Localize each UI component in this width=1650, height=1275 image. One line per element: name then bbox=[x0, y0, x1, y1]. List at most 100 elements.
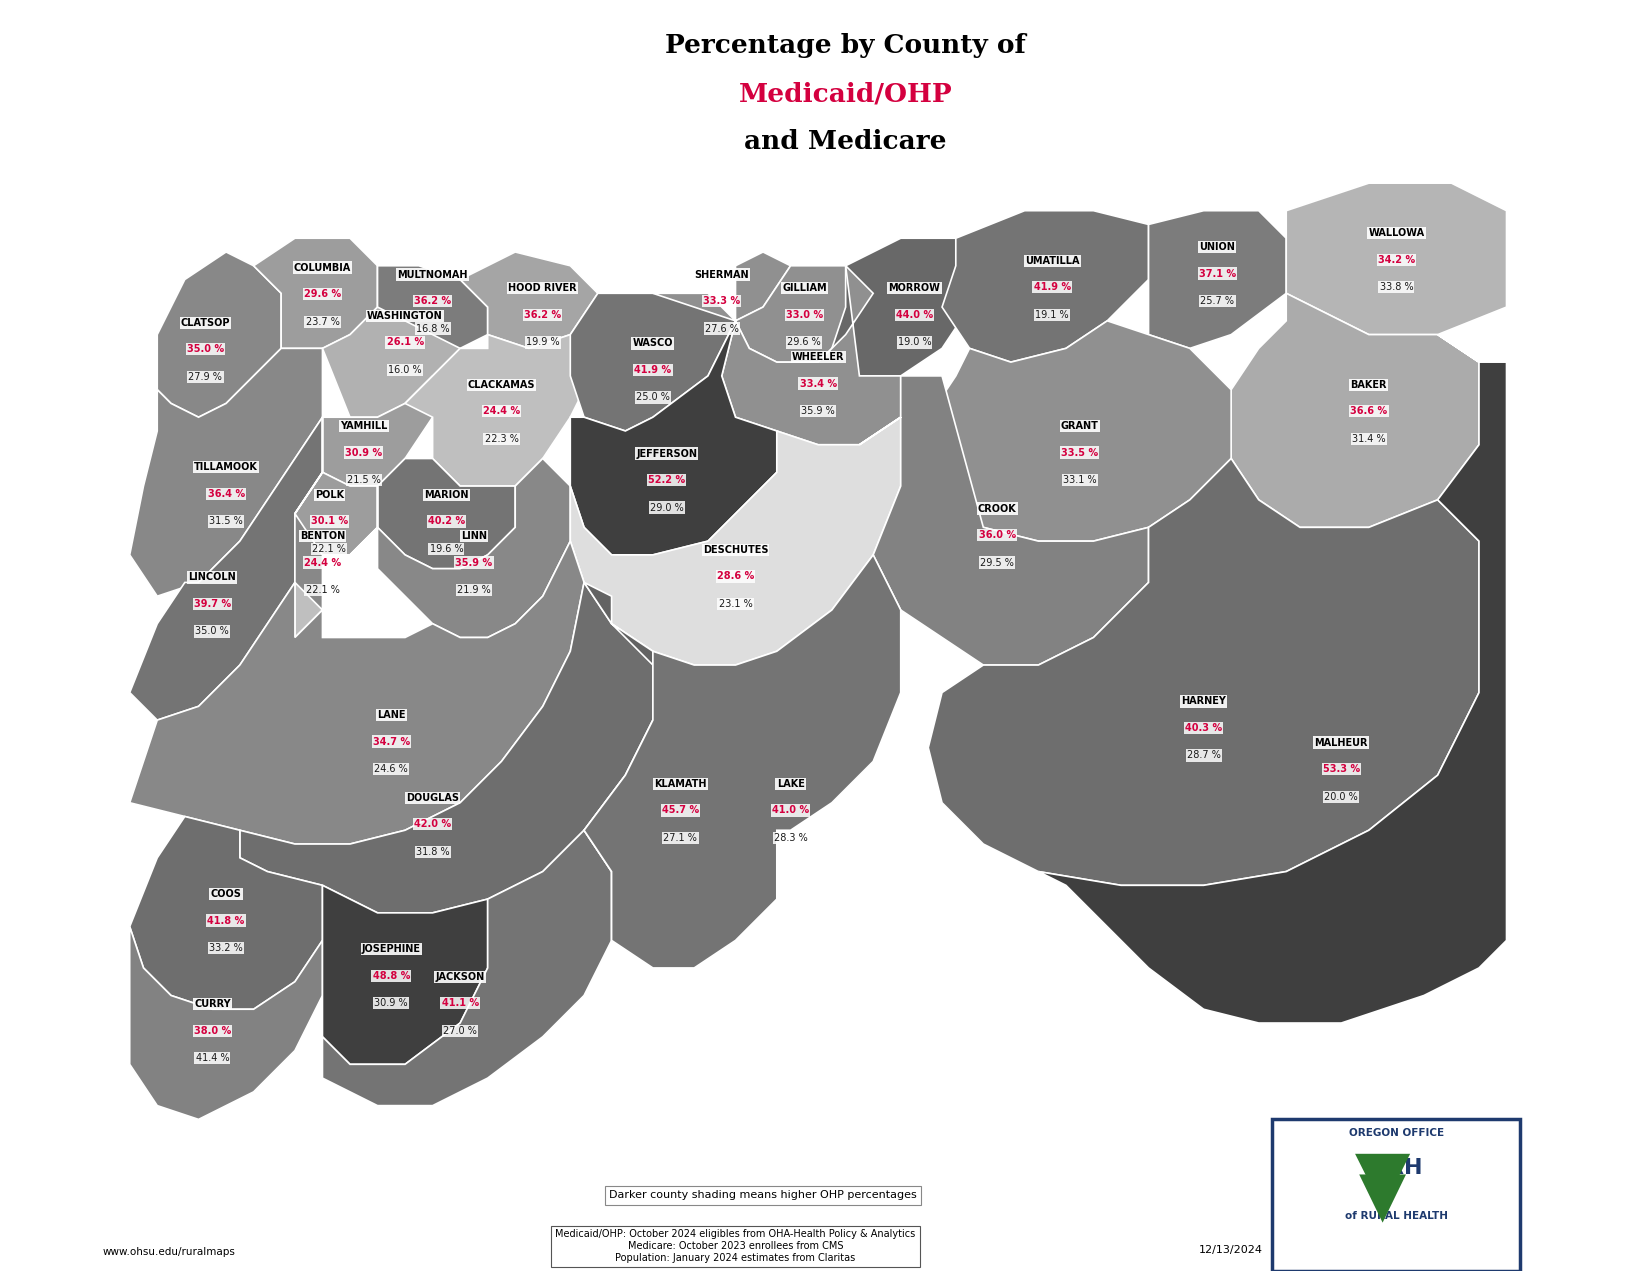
Polygon shape bbox=[254, 238, 378, 348]
Text: 40.2 %: 40.2 % bbox=[427, 516, 465, 527]
Text: UNION: UNION bbox=[1200, 242, 1236, 252]
Text: 29.5 %: 29.5 % bbox=[980, 557, 1015, 567]
Text: 52.2 %: 52.2 % bbox=[648, 476, 685, 484]
Text: 39.7 %: 39.7 % bbox=[193, 599, 231, 609]
FancyBboxPatch shape bbox=[1272, 1119, 1520, 1271]
Polygon shape bbox=[378, 459, 571, 638]
Polygon shape bbox=[322, 885, 488, 1065]
Polygon shape bbox=[322, 830, 612, 1105]
Polygon shape bbox=[571, 321, 777, 555]
Text: CLACKAMAS: CLACKAMAS bbox=[467, 380, 535, 390]
Text: 31.5 %: 31.5 % bbox=[210, 516, 243, 527]
Text: 36.0 %: 36.0 % bbox=[978, 530, 1016, 541]
Text: 36.2 %: 36.2 % bbox=[414, 296, 450, 306]
Text: 41.0 %: 41.0 % bbox=[772, 806, 808, 816]
Polygon shape bbox=[571, 293, 736, 431]
Text: POLK: POLK bbox=[315, 490, 343, 500]
Text: 24.6 %: 24.6 % bbox=[375, 764, 408, 774]
Polygon shape bbox=[130, 816, 322, 1010]
Text: 45.7 %: 45.7 % bbox=[662, 806, 700, 816]
Polygon shape bbox=[929, 459, 1478, 885]
Text: 19.6 %: 19.6 % bbox=[429, 544, 464, 553]
Polygon shape bbox=[295, 486, 378, 638]
Text: UMATILLA: UMATILLA bbox=[1025, 256, 1079, 265]
Text: 44.0 %: 44.0 % bbox=[896, 310, 932, 320]
Text: DESCHUTES: DESCHUTES bbox=[703, 544, 769, 555]
Text: OREGON OFFICE: OREGON OFFICE bbox=[1348, 1128, 1444, 1139]
Text: KLAMATH: KLAMATH bbox=[653, 779, 706, 789]
Text: 36.2 %: 36.2 % bbox=[525, 310, 561, 320]
Text: JACKSON: JACKSON bbox=[436, 972, 485, 982]
Text: 29.0 %: 29.0 % bbox=[650, 502, 683, 513]
Text: 48.8 %: 48.8 % bbox=[373, 970, 409, 980]
Text: ORH: ORH bbox=[1370, 1158, 1424, 1178]
Polygon shape bbox=[460, 252, 597, 348]
Text: 36.6 %: 36.6 % bbox=[1350, 407, 1388, 416]
Text: CROOK: CROOK bbox=[978, 504, 1016, 514]
Polygon shape bbox=[1355, 1154, 1411, 1209]
Text: 30.9 %: 30.9 % bbox=[375, 998, 408, 1009]
Text: SHERMAN: SHERMAN bbox=[695, 269, 749, 279]
Text: 19.0 %: 19.0 % bbox=[898, 338, 931, 347]
Polygon shape bbox=[130, 417, 584, 844]
Text: 35.0 %: 35.0 % bbox=[186, 344, 224, 354]
Text: 41.9 %: 41.9 % bbox=[634, 365, 672, 375]
Text: 33.5 %: 33.5 % bbox=[1061, 448, 1099, 458]
Text: 33.3 %: 33.3 % bbox=[703, 296, 741, 306]
Text: 27.1 %: 27.1 % bbox=[663, 833, 698, 843]
Text: 16.8 %: 16.8 % bbox=[416, 324, 449, 334]
Polygon shape bbox=[404, 334, 597, 486]
Text: Medicaid/OHP: October 2024 eligibles from OHA-Health Policy & Analytics
Medicare: Medicaid/OHP: October 2024 eligibles fro… bbox=[556, 1229, 916, 1262]
Text: 27.9 %: 27.9 % bbox=[188, 372, 223, 381]
Text: TILLAMOOK: TILLAMOOK bbox=[195, 463, 257, 472]
Text: GRANT: GRANT bbox=[1061, 421, 1099, 431]
Text: 34.7 %: 34.7 % bbox=[373, 737, 409, 747]
Text: COLUMBIA: COLUMBIA bbox=[294, 263, 351, 273]
Text: 28.3 %: 28.3 % bbox=[774, 833, 807, 843]
Polygon shape bbox=[1287, 184, 1506, 334]
Text: YAMHILL: YAMHILL bbox=[340, 421, 388, 431]
Polygon shape bbox=[378, 459, 515, 569]
Text: 23.1 %: 23.1 % bbox=[719, 599, 752, 609]
Text: 53.3 %: 53.3 % bbox=[1323, 764, 1360, 774]
Polygon shape bbox=[721, 265, 901, 445]
Polygon shape bbox=[942, 210, 1148, 362]
Text: LINCOLN: LINCOLN bbox=[188, 572, 236, 583]
Text: 27.6 %: 27.6 % bbox=[705, 324, 739, 334]
Text: 37.1 %: 37.1 % bbox=[1200, 269, 1236, 278]
Text: 19.9 %: 19.9 % bbox=[526, 338, 559, 347]
Polygon shape bbox=[130, 417, 322, 720]
Text: 30.1 %: 30.1 % bbox=[310, 516, 348, 527]
Text: 33.2 %: 33.2 % bbox=[210, 944, 243, 954]
Polygon shape bbox=[860, 376, 1148, 666]
Text: Medicaid/OHP: Medicaid/OHP bbox=[739, 82, 952, 106]
Text: WHEELER: WHEELER bbox=[792, 352, 845, 362]
Text: LAKE: LAKE bbox=[777, 779, 805, 789]
Polygon shape bbox=[1038, 334, 1506, 1023]
Text: MARION: MARION bbox=[424, 490, 469, 500]
Text: 31.4 %: 31.4 % bbox=[1351, 434, 1386, 444]
Text: 16.0 %: 16.0 % bbox=[388, 365, 422, 375]
Polygon shape bbox=[736, 265, 873, 362]
Text: WALLOWA: WALLOWA bbox=[1368, 228, 1424, 238]
Text: MULTNOMAH: MULTNOMAH bbox=[398, 269, 469, 279]
Text: 25.0 %: 25.0 % bbox=[635, 393, 670, 403]
Text: 24.4 %: 24.4 % bbox=[304, 557, 342, 567]
Polygon shape bbox=[832, 238, 997, 376]
Text: GILLIAM: GILLIAM bbox=[782, 283, 827, 293]
Text: 33.0 %: 33.0 % bbox=[785, 310, 823, 320]
Text: 27.0 %: 27.0 % bbox=[444, 1026, 477, 1035]
Polygon shape bbox=[322, 265, 488, 417]
Text: 35.9 %: 35.9 % bbox=[455, 557, 492, 567]
Text: JOSEPHINE: JOSEPHINE bbox=[361, 945, 421, 954]
Text: LINN: LINN bbox=[460, 532, 487, 541]
Text: 31.8 %: 31.8 % bbox=[416, 847, 449, 857]
Text: 26.1 %: 26.1 % bbox=[386, 338, 424, 347]
Text: 35.0 %: 35.0 % bbox=[195, 626, 229, 636]
Text: 22.1 %: 22.1 % bbox=[305, 585, 340, 595]
Text: HARNEY: HARNEY bbox=[1181, 696, 1226, 706]
Text: 38.0 %: 38.0 % bbox=[193, 1026, 231, 1035]
Polygon shape bbox=[1360, 1174, 1406, 1223]
Text: JEFFERSON: JEFFERSON bbox=[637, 449, 698, 459]
Text: 33.1 %: 33.1 % bbox=[1063, 476, 1097, 484]
